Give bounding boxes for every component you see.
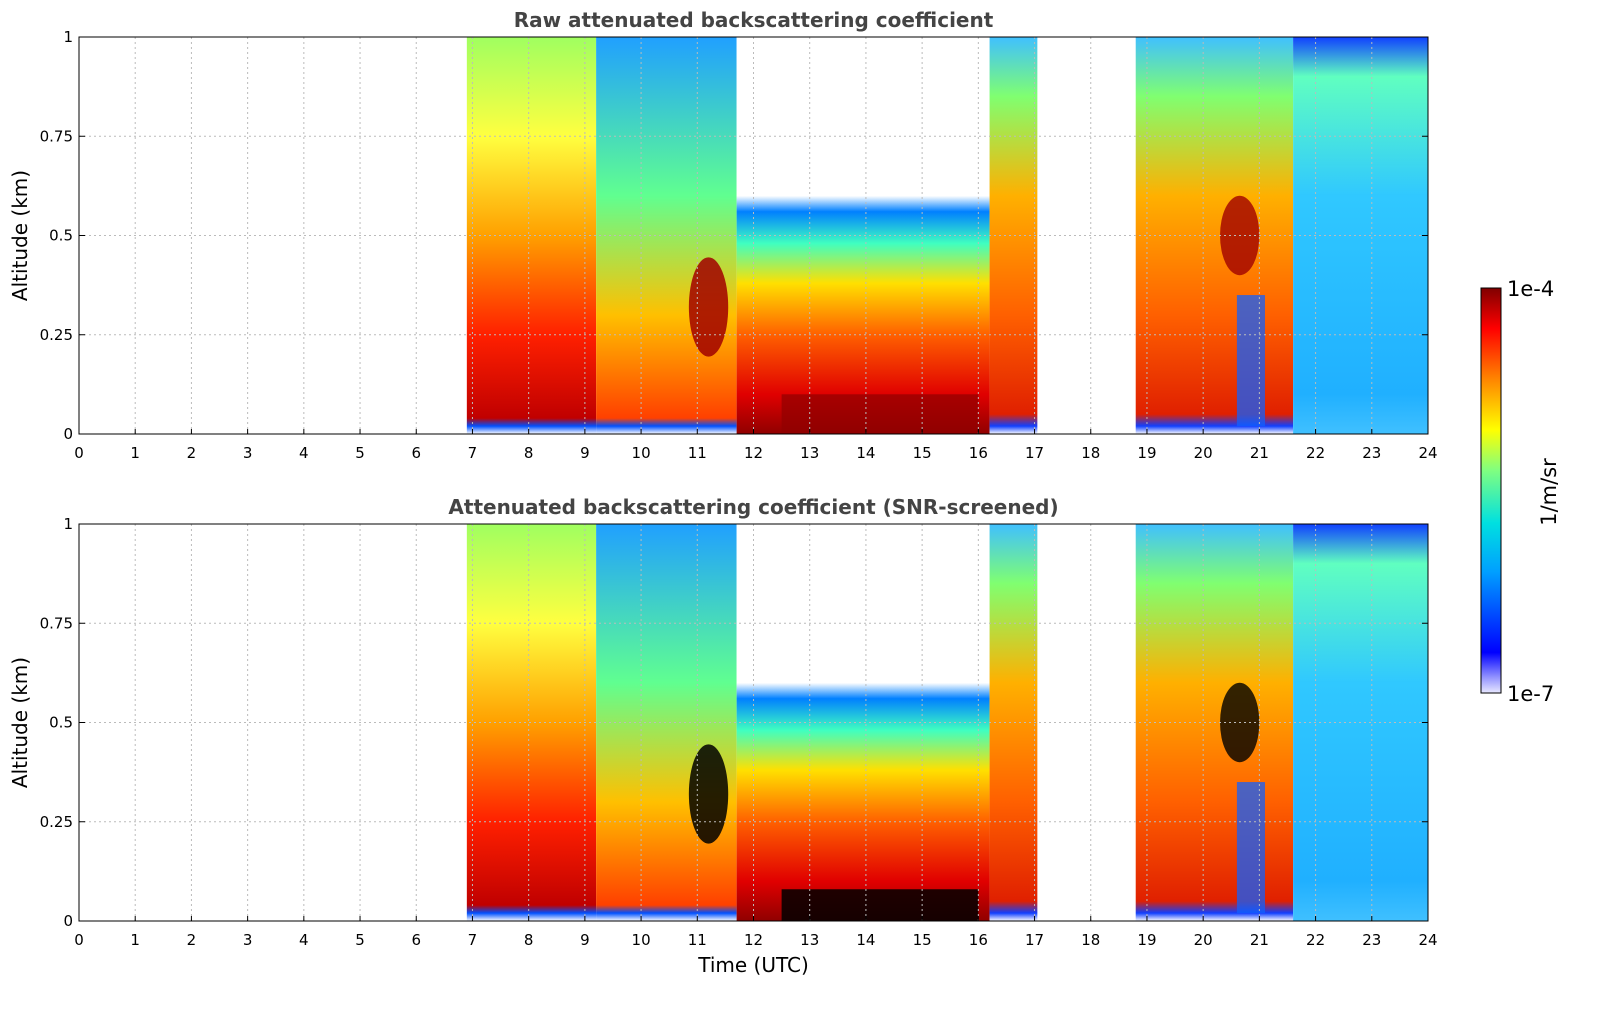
x-tick-label: 11 (688, 931, 707, 949)
x-tick-label: 12 (744, 931, 763, 949)
x-tick-label: 18 (1081, 931, 1100, 949)
x-tick-label: 2 (187, 444, 197, 462)
y-tick-label: 0.5 (49, 714, 73, 732)
x-tick-label: 23 (1362, 931, 1381, 949)
clear-air-patch (1236, 782, 1265, 914)
x-tick-label: 16 (969, 444, 988, 462)
x-tick-label: 22 (1306, 444, 1325, 462)
x-tick-label: 6 (411, 931, 421, 949)
x-tick-label: 19 (1137, 931, 1156, 949)
clear-air-patch (1236, 295, 1265, 427)
data-segment (466, 524, 1038, 921)
y-tick-label: 0 (63, 425, 73, 443)
x-tick-label: 10 (632, 444, 651, 462)
x-tick-label: 12 (744, 444, 763, 462)
colorbar-unit-label: 1/m/sr (1537, 458, 1561, 526)
surface-layer (781, 394, 979, 434)
x-tick-label: 19 (1137, 444, 1156, 462)
grid (79, 524, 1428, 921)
x-tick-label: 3 (243, 931, 253, 949)
surface-layer (781, 889, 979, 921)
x-tick-label: 16 (969, 931, 988, 949)
panel-title: Raw attenuated backscattering coefficien… (514, 8, 994, 32)
x-tick-label: 13 (800, 444, 819, 462)
x-tick-label: 14 (856, 931, 875, 949)
y-axis-label: Altitude (km) (8, 657, 32, 788)
x-tick-label: 17 (1025, 444, 1044, 462)
x-tick-label: 5 (355, 444, 365, 462)
x-tick-label: 0 (74, 444, 84, 462)
x-axis: 0 1 2 3 4 5 6 7 8 9 10 11 12 13 14 15 16 17 18 19 20 21 22 23 24 (74, 429, 1438, 462)
cloud-feature (688, 257, 729, 357)
y-axis: 0 0.25 0.5 0.75 1 (40, 28, 1428, 443)
x-tick-label: 7 (468, 444, 478, 462)
x-tick-label: 9 (580, 931, 590, 949)
x-tick-label: 4 (299, 931, 309, 949)
y-axis-label: Altitude (km) (8, 170, 32, 301)
colorbar-min-label: 1e-7 (1507, 682, 1554, 706)
colorbar: 1e-4 1e-7 1/m/sr (1480, 277, 1561, 706)
heatmap-band (466, 524, 597, 921)
x-tick-label: 24 (1418, 931, 1437, 949)
x-tick-label: 24 (1418, 444, 1437, 462)
x-tick-label: 22 (1306, 931, 1325, 949)
colorbar-scale (1480, 287, 1502, 694)
grid (79, 37, 1428, 434)
y-tick-label: 0.25 (40, 326, 73, 344)
x-tick-label: 20 (1194, 931, 1213, 949)
panel-title: Attenuated backscattering coefficient (S… (448, 495, 1058, 519)
x-tick-label: 17 (1025, 931, 1044, 949)
x-tick-label: 8 (524, 444, 534, 462)
x-tick-label: 7 (468, 931, 478, 949)
x-tick-label: 23 (1362, 444, 1381, 462)
x-tick-label: 15 (913, 444, 932, 462)
x-tick-label: 20 (1194, 444, 1213, 462)
heatmap-band (736, 37, 990, 434)
y-axis: 0 0.25 0.5 0.75 1 (40, 515, 1428, 930)
y-tick-label: 0.5 (49, 227, 73, 245)
x-tick-label: 21 (1250, 931, 1269, 949)
x-tick-label: 8 (524, 931, 534, 949)
x-tick-label: 1 (130, 931, 140, 949)
y-tick-label: 0.75 (40, 127, 73, 145)
x-tick-label: 2 (187, 931, 197, 949)
x-tick-label: 1 (130, 444, 140, 462)
y-tick-label: 0.25 (40, 813, 73, 831)
y-tick-label: 0.75 (40, 614, 73, 632)
y-tick-label: 0 (63, 912, 73, 930)
x-tick-label: 14 (856, 444, 875, 462)
panel-1: Raw attenuated backscattering coefficien… (8, 8, 1438, 462)
x-tick-label: 3 (243, 444, 253, 462)
heatmap-band (736, 524, 990, 921)
x-tick-label: 15 (913, 931, 932, 949)
x-tick-label: 0 (74, 931, 84, 949)
x-tick-label: 21 (1250, 444, 1269, 462)
x-axis-label: Time (UTC) (697, 953, 809, 977)
y-tick-label: 1 (63, 515, 73, 533)
data-segment (466, 37, 1038, 434)
x-tick-label: 10 (632, 931, 651, 949)
x-tick-label: 4 (299, 444, 309, 462)
x-tick-label: 9 (580, 444, 590, 462)
x-axis: 0 1 2 3 4 5 6 7 8 9 10 11 12 13 14 15 16 17 18 19 20 21 22 23 24 (74, 916, 1438, 949)
heatmap-band (466, 37, 597, 434)
x-tick-label: 11 (688, 444, 707, 462)
x-tick-label: 6 (411, 444, 421, 462)
y-tick-label: 1 (63, 28, 73, 46)
x-tick-label: 13 (800, 931, 819, 949)
x-tick-label: 5 (355, 931, 365, 949)
cloud-feature (688, 744, 729, 844)
x-tick-label: 18 (1081, 444, 1100, 462)
colorbar-max-label: 1e-4 (1507, 277, 1554, 301)
panel-2: Attenuated backscattering coefficient (S… (8, 495, 1438, 977)
